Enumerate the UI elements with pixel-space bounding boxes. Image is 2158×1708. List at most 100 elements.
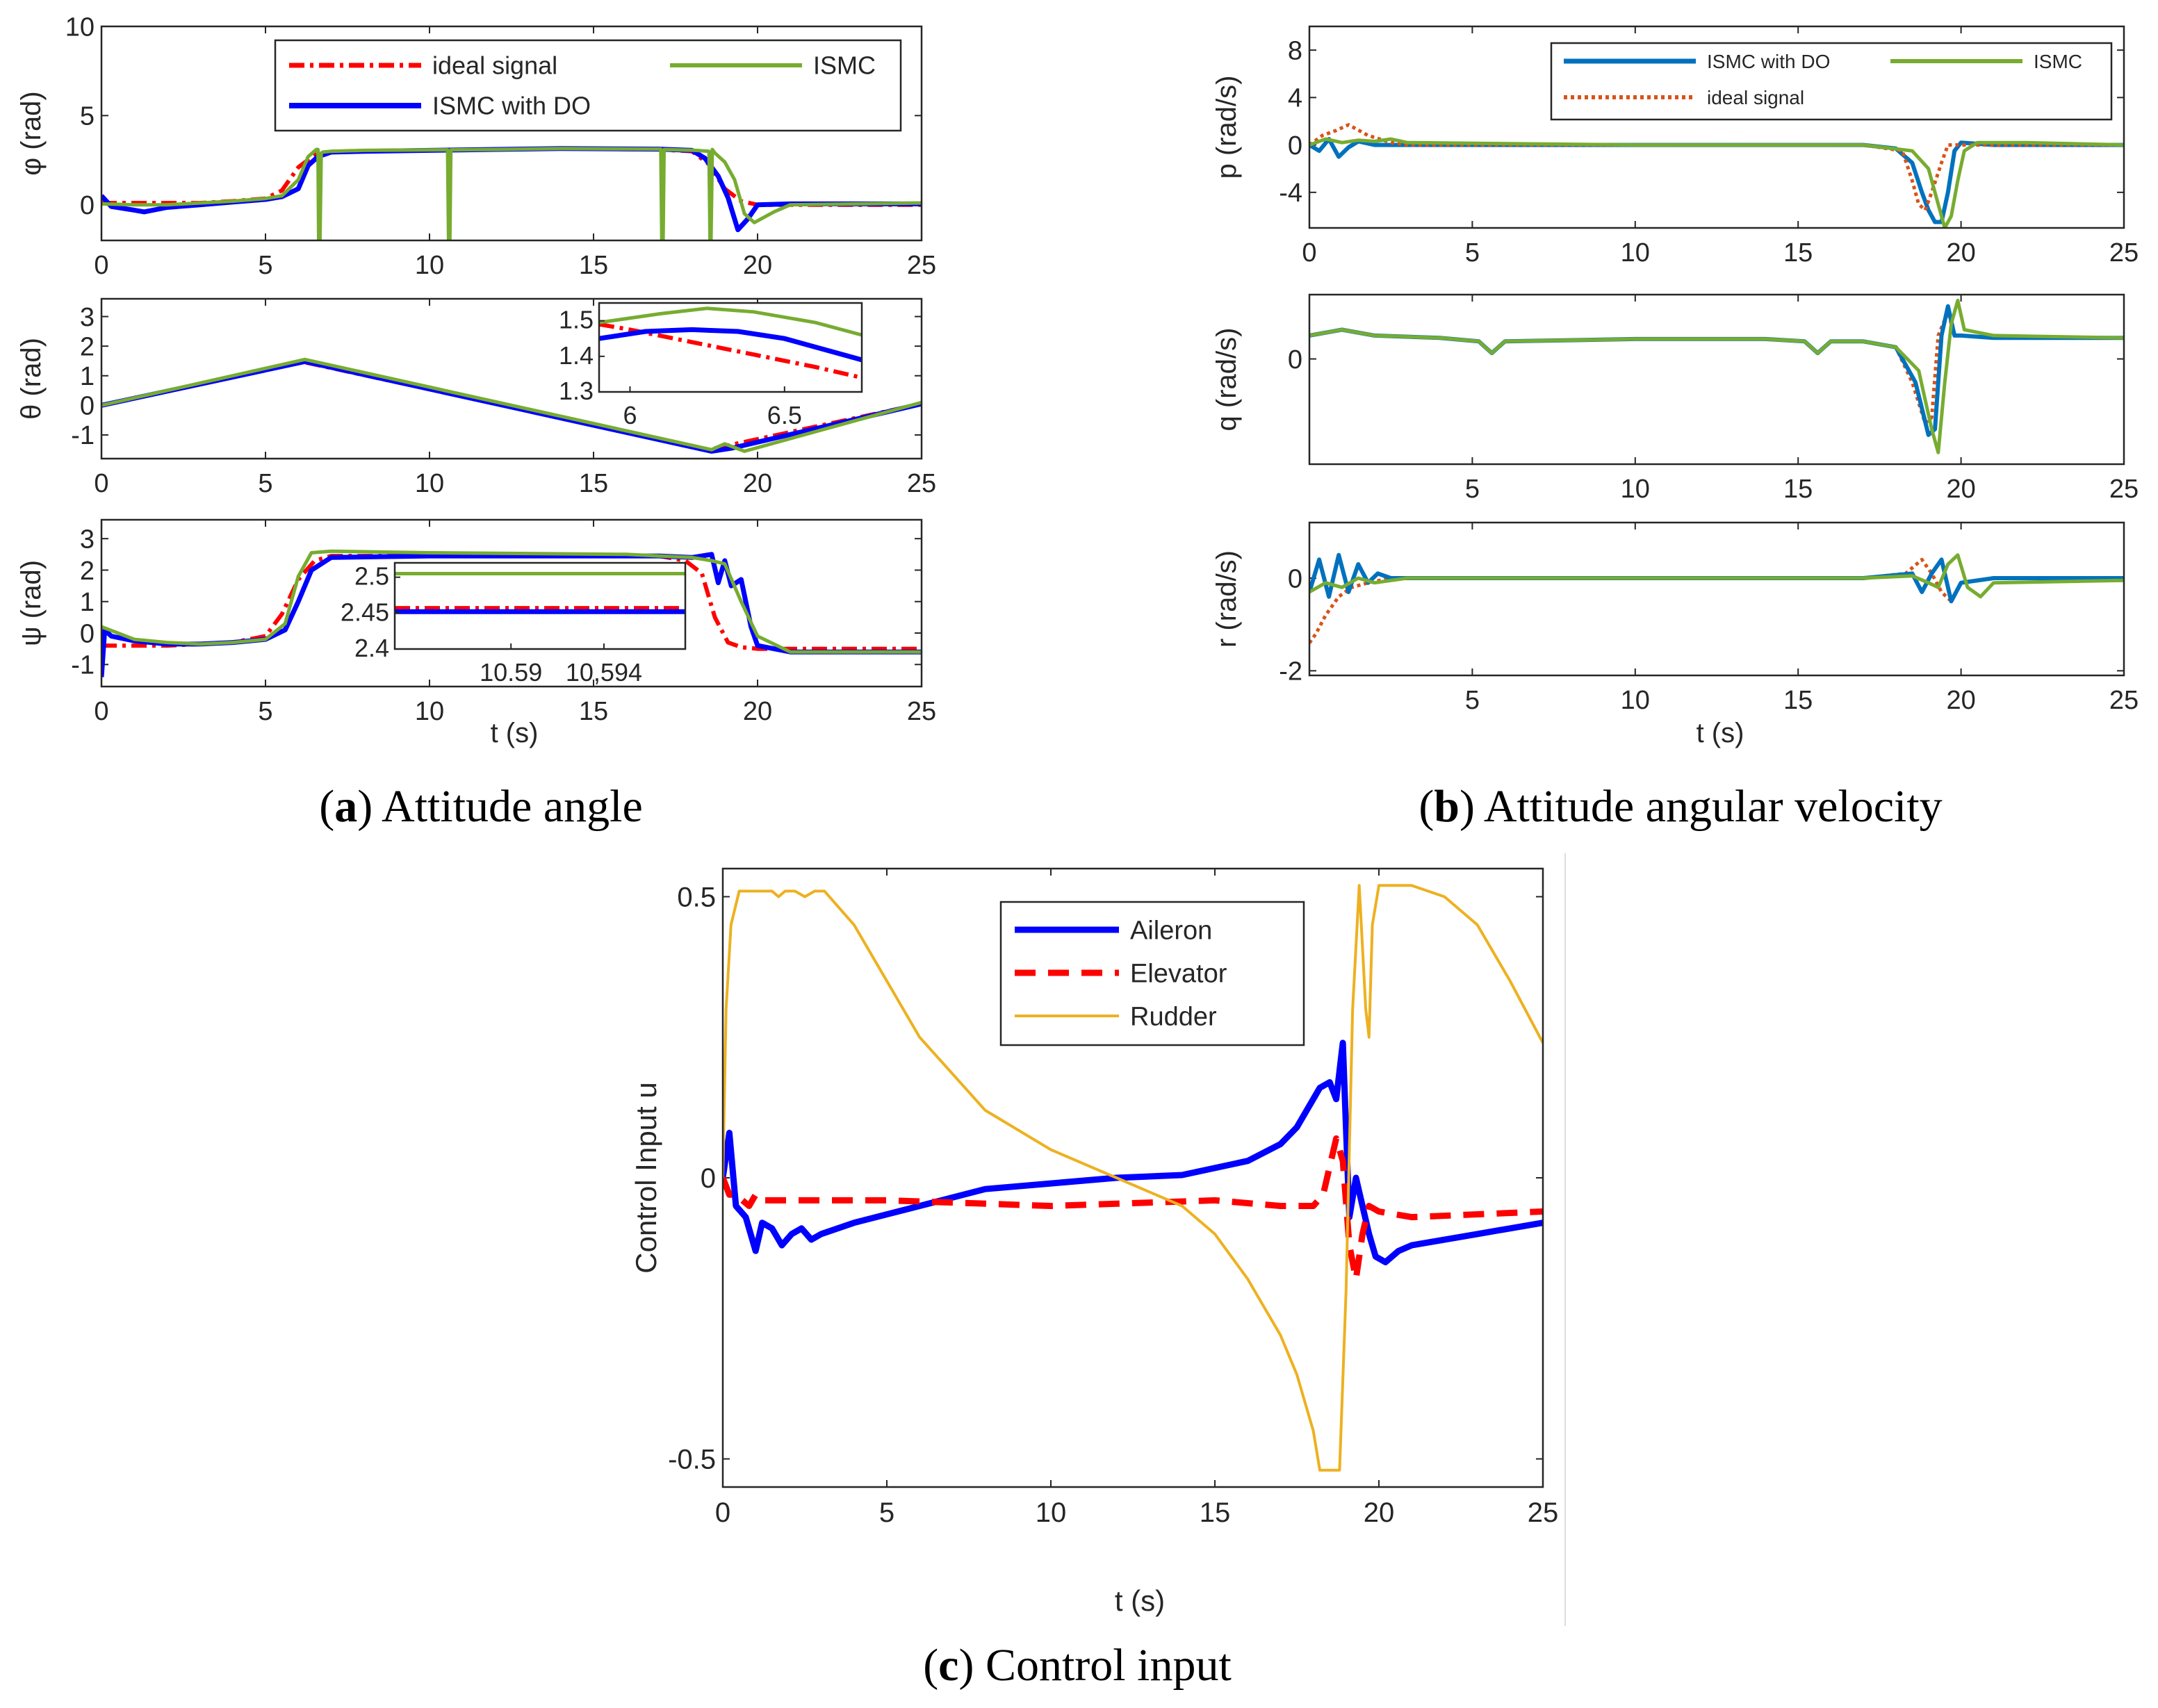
x-tick-label: 10 [1621, 475, 1650, 504]
series-line-ideal-signal [1309, 310, 2124, 425]
series-group [101, 146, 922, 240]
y-axis-label: q (rad/s) [1211, 328, 1242, 432]
inset-line-ismc-with-do [599, 327, 862, 363]
axis-ticks: 0 5 10 15 20 25 -4 0 4 8 [1279, 26, 2139, 268]
x-tick-label: 10 [1036, 1497, 1067, 1528]
series-line-aileron [723, 1040, 1543, 1265]
y-tick-label: 8 [1288, 36, 1302, 65]
x-tick-label: 25 [2109, 475, 2139, 504]
y-tick-label: 1 [80, 362, 95, 391]
x-tick-label: 5 [258, 251, 272, 280]
y-tick-label: 0 [80, 619, 95, 648]
series-line-rudder [723, 884, 1543, 1472]
x-tick-label: 20 [743, 469, 772, 498]
y-tick-label: -4 [1279, 179, 1302, 208]
series-group [1309, 552, 2124, 644]
y-axis-label: p (rad/s) [1211, 76, 1242, 179]
series-group [1309, 298, 2124, 454]
x-tick-label: 10 [415, 251, 444, 280]
y-tick-label: -1 [71, 651, 95, 680]
chart-u: 0 5 10 15 20 25 -0.5 0 0.5 Control Input u t (s) Ai… [630, 867, 1559, 1617]
legend-label: Elevator [1130, 959, 1227, 988]
x-tick-label: 25 [907, 251, 936, 280]
x-tick-label: 20 [743, 697, 772, 726]
series-line-ideal-signal [1309, 123, 2124, 212]
inset-series [395, 572, 685, 614]
x-tick-label: 15 [1200, 1497, 1231, 1528]
legend-label: ISMC [2034, 51, 2082, 72]
y-tick-label: 0 [1288, 131, 1302, 161]
plot-frame [1308, 521, 2125, 677]
series-line-ismc [1309, 553, 2124, 599]
inset-theta: 6 6.5 1.3 1.4 1.5 [559, 302, 863, 429]
x-tick-label: 15 [579, 697, 608, 726]
series-line-ideal-signal [101, 146, 922, 207]
y-tick-label: 0 [80, 392, 95, 421]
plot-frame [100, 518, 923, 688]
y-tick-label: -2 [1279, 657, 1302, 687]
series-line-ismc [101, 357, 922, 453]
inset-y-tick-label: 1.3 [559, 377, 594, 405]
x-tick-label: 5 [258, 469, 272, 498]
legend-box [274, 39, 902, 132]
inset-line-ismc [599, 306, 862, 337]
series-group [723, 884, 1543, 1472]
plot-frame [1308, 25, 2125, 229]
legend-label: ideal signal [432, 51, 557, 80]
x-tick-label: 5 [258, 697, 272, 726]
y-tick-label: 0 [1288, 345, 1302, 375]
x-tick-label: 5 [879, 1497, 894, 1528]
y-tick-label: 5 [80, 102, 95, 131]
x-tick-label: 0 [715, 1497, 730, 1528]
x-tick-label: 20 [1946, 686, 1975, 715]
chart-phi: 0 5 10 15 20 25 0 5 10 φ (rad) ideal signal ISMC wi… [16, 13, 936, 280]
x-axis-label: t (s) [1697, 718, 1744, 748]
x-tick-label: 0 [94, 697, 108, 726]
inset-frame [393, 561, 687, 650]
inset-psi: 10.59 10,594 2.4 2.45 2.5 [341, 561, 687, 687]
inset-x-tick-label: 10,594 [566, 658, 642, 687]
caption-text: Attitude angle [382, 781, 643, 832]
x-tick-label: 0 [94, 251, 108, 280]
x-tick-label: 10 [415, 697, 444, 726]
x-tick-label: 20 [1946, 475, 1975, 504]
y-axis-label: ψ (rad) [16, 560, 47, 646]
y-tick-label: -0.5 [668, 1445, 716, 1475]
x-tick-label: 15 [1783, 686, 1813, 715]
inset-x-tick-label: 6 [623, 401, 637, 429]
x-tick-label: 5 [1465, 475, 1480, 504]
series-line-elevator [723, 1135, 1543, 1283]
inset-y-tick-label: 1.4 [559, 341, 594, 370]
caption-a: (a) Attitude angle [319, 781, 643, 832]
legend: Aileron Elevator Rudder [999, 901, 1305, 1046]
legend-label: Aileron [1130, 916, 1212, 945]
x-tick-label: 25 [2109, 686, 2139, 715]
inset-y-tick-label: 2.45 [341, 598, 389, 626]
y-tick-label: 0 [1288, 564, 1302, 593]
inset-series [599, 306, 862, 380]
series-line-ismc-with-do [1309, 137, 2124, 224]
y-tick-label: 10 [65, 13, 95, 42]
inset-frame [598, 302, 863, 393]
plot-frame [100, 25, 923, 242]
chart-q: 5 10 15 20 25 0 q (rad/s) [1211, 293, 2139, 504]
x-tick-label: 15 [579, 469, 608, 498]
x-tick-label: 10 [1621, 238, 1650, 268]
series-line-ideal-signal [1309, 557, 2124, 644]
y-tick-label: -1 [71, 421, 95, 450]
caption-b: (b) Attitude angular velocity [1419, 781, 1942, 832]
inset-background [395, 563, 685, 649]
inset-line-ideal-signal [599, 322, 862, 380]
x-tick-label: 25 [907, 697, 936, 726]
x-tick-label: 15 [1783, 238, 1813, 268]
x-tick-label: 20 [743, 251, 772, 280]
legend: ideal signal ISMC with DO ISMC [274, 39, 902, 132]
caption-letter: a [334, 781, 357, 832]
y-tick-label: 2 [80, 332, 95, 361]
series-line-ismc-with-do [101, 146, 922, 233]
x-tick-label: 25 [1528, 1497, 1559, 1528]
y-axis-label: Control Input u [630, 1082, 662, 1274]
